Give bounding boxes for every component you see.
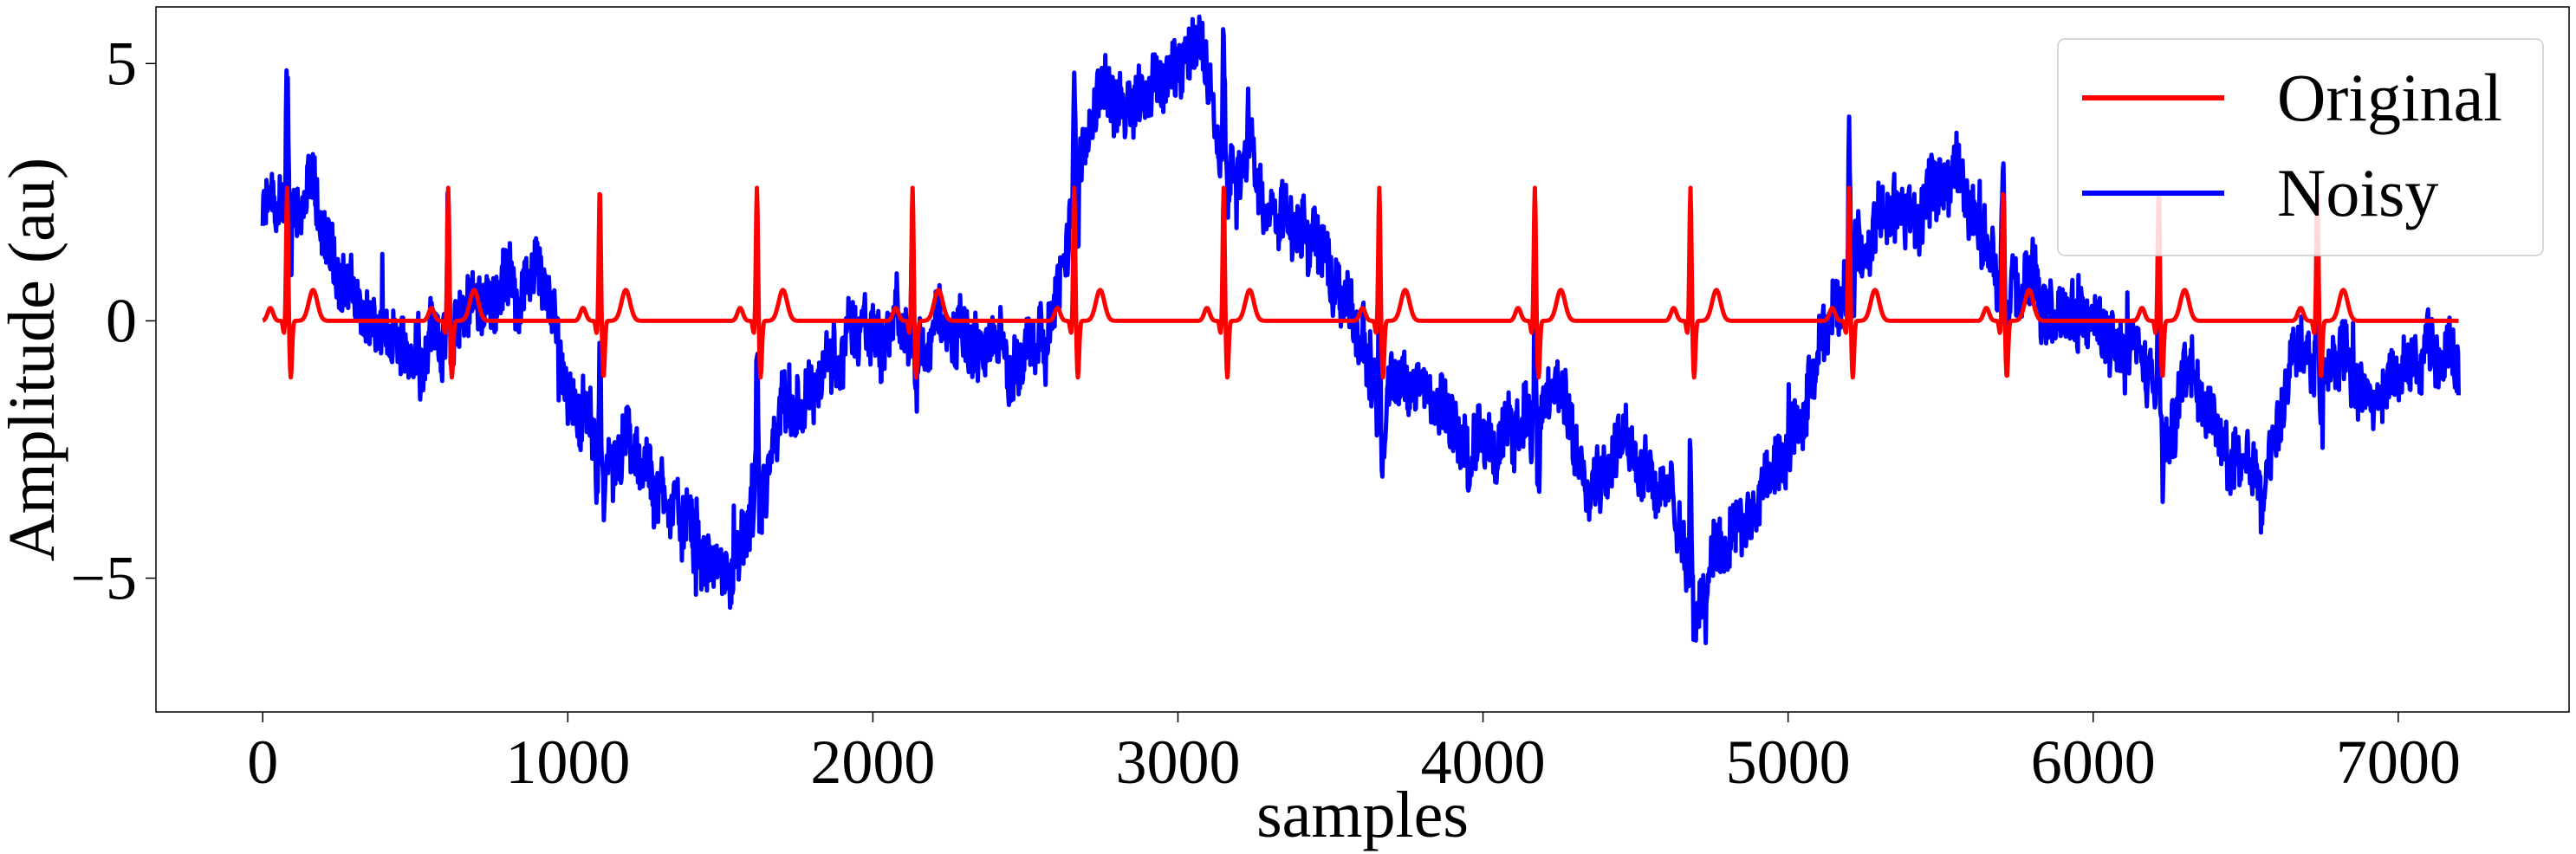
plot-frame	[155, 6, 2570, 713]
y-axis-label: Amplitude (au)	[0, 158, 68, 561]
series-original	[261, 185, 2461, 380]
x-axis-label: samples	[1256, 779, 1469, 851]
y-tick-label: 5	[106, 29, 137, 98]
x-tick-label: 2000	[810, 728, 935, 797]
x-tick-label: 5000	[1726, 728, 1851, 797]
legend-label-noisy: Noisy	[2277, 155, 2438, 230]
x-tick-label: 6000	[2031, 728, 2156, 797]
x-axis-ticks: 0 1000 2000 3000 4000 5000 6000 7000	[247, 712, 2461, 797]
original-line	[261, 185, 2461, 380]
legend: Original Noisy	[2057, 38, 2544, 256]
x-tick-label: 1000	[505, 728, 630, 797]
x-tick-label: 4000	[1421, 728, 1546, 797]
x-tick-label: 7000	[2336, 728, 2461, 797]
legend-box	[2057, 38, 2544, 256]
y-axis-ticks: 5 0 −5	[70, 29, 156, 613]
y-tick-label: 0	[106, 286, 137, 355]
x-tick-label: 0	[247, 728, 278, 797]
y-tick-label: −5	[70, 544, 137, 613]
legend-label-original: Original	[2277, 60, 2502, 135]
x-tick-label: 3000	[1115, 728, 1240, 797]
